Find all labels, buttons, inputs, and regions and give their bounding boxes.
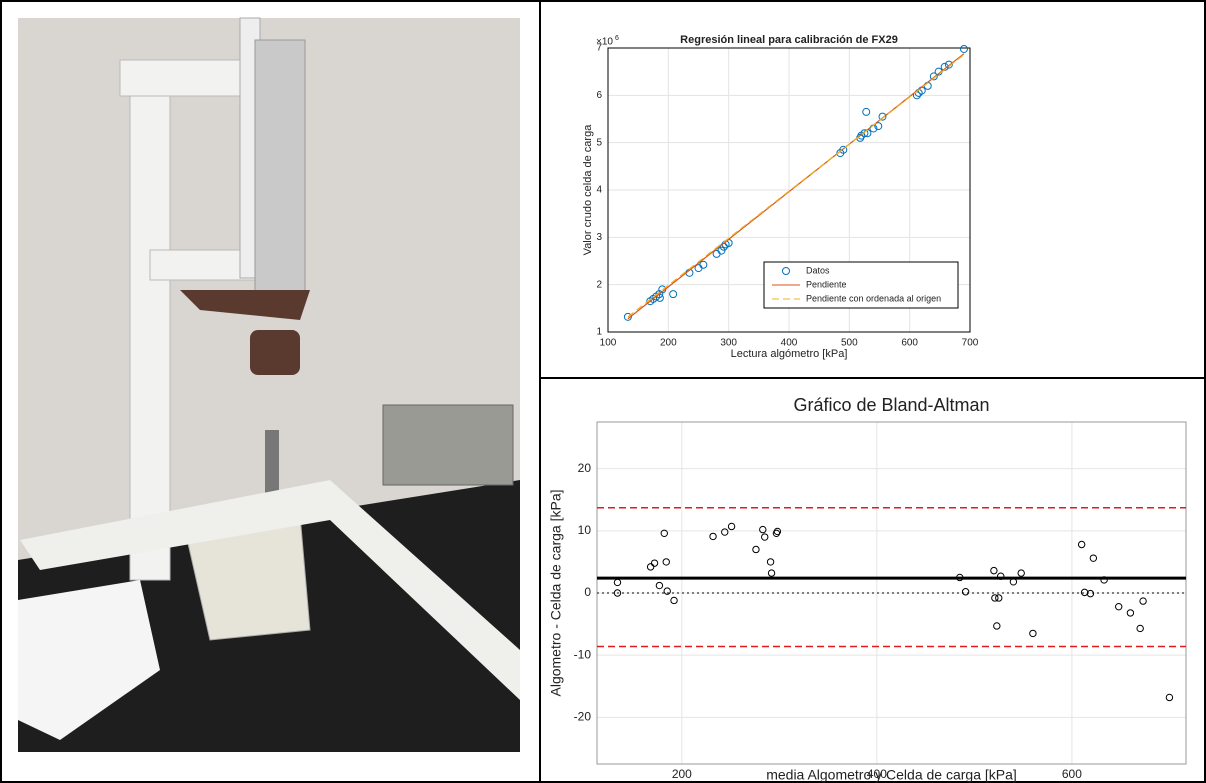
data-point [669, 290, 678, 299]
x-axis-label: Lectura algómetro [kPa] [731, 348, 848, 360]
x-tick-label: 700 [962, 338, 979, 349]
data-point [699, 260, 708, 269]
y-tick-label: 2 [596, 279, 602, 290]
data-point [721, 528, 729, 536]
data-point [655, 293, 664, 302]
data-point [662, 558, 670, 566]
data-point [956, 573, 964, 582]
x-tick-label: 600 [901, 338, 918, 349]
data-point [767, 569, 776, 577]
data-point [727, 522, 736, 531]
x-tick-label: 200 [660, 338, 677, 349]
data-point [613, 578, 622, 587]
data-point [613, 589, 622, 597]
y-axis-label: Algometro - Celda de carga [kPa] [548, 490, 564, 697]
y-tick-label: -20 [574, 710, 592, 724]
x-tick-label: 200 [672, 767, 692, 781]
chart-title: Gráfico de Bland-Altman [793, 395, 989, 415]
data-point [759, 525, 767, 534]
data-point [1077, 540, 1086, 549]
data-point [663, 587, 671, 595]
data-point [862, 107, 871, 116]
x-tick-label: 100 [600, 338, 617, 349]
data-point [839, 145, 848, 154]
y-tick-label: 5 [596, 137, 602, 148]
x-tick-label: 600 [1062, 767, 1082, 781]
y-multiplier-exponent: 6 [615, 35, 619, 42]
data-point [1017, 569, 1025, 577]
data-point [878, 112, 887, 121]
data-point [709, 532, 717, 541]
x-tick-label: 500 [841, 338, 858, 349]
data-point [990, 566, 998, 575]
legend-label: Datos [806, 265, 830, 275]
photo-probe [250, 330, 300, 375]
legend-marker [782, 267, 790, 275]
data-point [655, 581, 664, 590]
y-tick-label: 6 [596, 90, 602, 101]
photo [18, 17, 520, 752]
data-point [650, 559, 659, 567]
data-point [623, 312, 632, 321]
photo-oscilloscope [382, 404, 514, 486]
data-point [1136, 624, 1144, 633]
y-multiplier: ×10 [596, 37, 613, 48]
y-tick-label: 10 [578, 523, 592, 537]
data-point [1139, 597, 1147, 605]
data-point [1029, 629, 1037, 638]
y-axis-label: Valor crudo celda de carga [582, 124, 594, 256]
y-tick-label: -10 [574, 647, 592, 661]
data-point [995, 594, 1003, 602]
photo-actuator [254, 39, 306, 301]
data-point [860, 129, 869, 138]
data-point [752, 545, 760, 554]
data-point [944, 60, 953, 69]
data-point [929, 72, 938, 81]
plot-frame [607, 47, 971, 333]
data-point [1100, 576, 1108, 584]
data-point [1086, 589, 1095, 598]
data-point [1126, 609, 1135, 617]
data-point [874, 122, 883, 131]
data-point [1089, 554, 1098, 562]
photo-base [20, 480, 520, 700]
x-axis-label: media Algometro y Celda de carga [kPa] [766, 767, 1017, 783]
y-tick-label: 1 [596, 327, 602, 338]
y-tick-label: 0 [584, 585, 591, 599]
data-point [1115, 602, 1123, 611]
y-tick-label: 7 [596, 43, 602, 54]
data-point [761, 533, 769, 541]
y-tick-label: 3 [596, 232, 602, 243]
photo-frame [129, 59, 171, 581]
data-point [961, 588, 970, 596]
fit-line [627, 54, 965, 318]
data-point [959, 44, 968, 53]
photo-paper [18, 580, 160, 740]
y-tick-label: 4 [596, 185, 602, 196]
x-tick-label: 400 [781, 338, 798, 349]
x-tick-label: 400 [867, 767, 887, 781]
data-point [670, 596, 678, 605]
data-point [993, 622, 1001, 630]
photo-bracket [180, 290, 310, 320]
chart-title: Regresión lineal para calibración de FX2… [680, 34, 898, 46]
photo-frame [119, 59, 251, 97]
data-point [660, 529, 668, 538]
data-point [646, 563, 655, 571]
data-point [991, 594, 999, 602]
data-point [997, 572, 1005, 580]
x-tick-label: 300 [720, 338, 737, 349]
legend-label: Pendiente [806, 279, 847, 289]
data-point [1165, 693, 1174, 702]
data-point [1009, 578, 1018, 586]
legend-label: Pendiente con ordenada al origen [806, 293, 941, 303]
data-point [766, 558, 775, 566]
y-tick-label: 20 [578, 461, 592, 475]
data-point [773, 527, 782, 536]
